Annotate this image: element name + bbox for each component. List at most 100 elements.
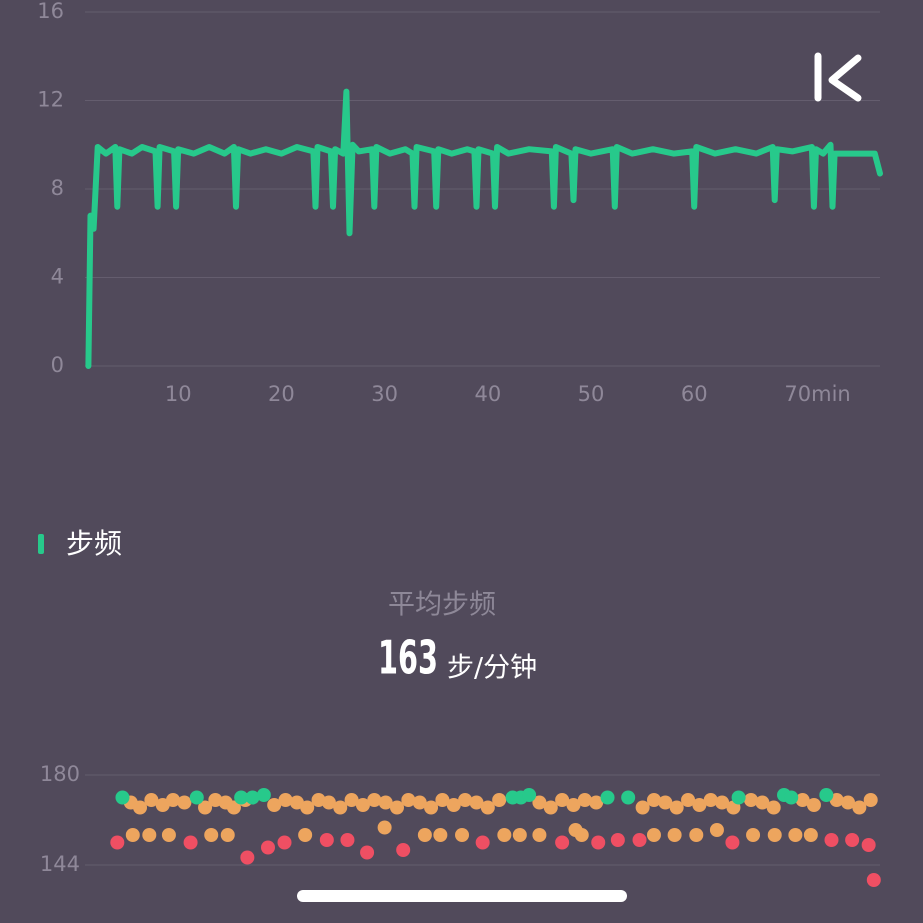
cadence-dot [795, 793, 810, 807]
cadence-dot [267, 798, 282, 812]
cadence-dot [412, 795, 427, 810]
cadence-dot [591, 835, 606, 850]
cadence-dot [852, 800, 867, 815]
cadence-dot [806, 798, 821, 812]
cadence-dot [863, 793, 878, 807]
cadence-dot [669, 800, 684, 815]
cadence-dot [125, 828, 140, 842]
cadence-dot [841, 795, 856, 810]
cadence-dot [204, 828, 219, 842]
cadence-dot [824, 833, 839, 847]
speed-line [85, 88, 883, 369]
cadence-dot [755, 795, 770, 810]
cadence-dot [646, 828, 661, 842]
cadence-dot [220, 828, 235, 842]
cadence-dot [161, 828, 176, 842]
cadence-dot [278, 793, 293, 807]
x-tick-label: 40 [474, 382, 501, 406]
cadence-dot [819, 788, 834, 802]
cadence-dot [861, 838, 876, 852]
cadence-dot [435, 793, 450, 807]
cadence-dot [632, 833, 647, 847]
cadence-dot [574, 828, 589, 842]
cadence-dot [692, 798, 707, 812]
cadence-dot [189, 790, 204, 805]
cadence-dot [245, 790, 260, 805]
cadence-dot [803, 828, 818, 842]
cadence-dot [766, 800, 781, 815]
cadence-dot [703, 793, 718, 807]
cadence-dot [635, 800, 650, 815]
cadence-dot [277, 835, 292, 850]
y-tick-label: 16 [37, 0, 64, 23]
cadence-dot [133, 800, 148, 815]
cadence-dot [256, 788, 271, 802]
cadence-dot [746, 828, 761, 842]
cadence-dot [417, 828, 432, 842]
cadence-dot [177, 795, 192, 810]
cadence-dot [681, 793, 696, 807]
cadence-dot [344, 793, 359, 807]
y-tick-label: 12 [37, 88, 64, 112]
cadence-dot [298, 828, 313, 842]
cadence-dot [658, 795, 673, 810]
cadence-dot [725, 835, 740, 850]
cadence-dot [321, 795, 336, 810]
cadence-dot [667, 828, 682, 842]
cadence-dot [260, 840, 275, 855]
cadence-dot [784, 790, 799, 805]
x-tick-label: 70min [784, 382, 850, 406]
stat-value: 163 [378, 631, 438, 685]
cadence-dot [240, 850, 255, 865]
y-tick-label: 0 [51, 353, 64, 377]
cadence-dot [115, 790, 130, 805]
cadence-dot [319, 833, 334, 847]
cadence-dot [340, 833, 355, 847]
home-indicator [297, 890, 627, 902]
cadence-dot [709, 823, 724, 837]
section-marker [38, 534, 44, 554]
cadence-dot [555, 835, 570, 850]
x-tick-label: 30 [371, 382, 398, 406]
cadence-dot [577, 793, 592, 807]
cadence-dot [866, 873, 881, 887]
cadence-dot [458, 793, 473, 807]
cadence-dot [715, 795, 730, 810]
cadence-dot [532, 795, 547, 810]
speed-chart: 0 4 8 12 16 10 20 30 40 50 60 70min [37, 0, 883, 406]
cadence-dot [226, 800, 241, 815]
cadence-dot [396, 843, 411, 857]
cadence-dot [378, 795, 393, 810]
y-tick-label: 4 [51, 265, 64, 289]
cadence-chart: 144 180 [40, 762, 881, 887]
cadence-dot [367, 793, 382, 807]
cadence-dot [469, 795, 484, 810]
cadence-dot [300, 800, 315, 815]
cadence-dot [401, 793, 416, 807]
cadence-dot [360, 845, 375, 860]
cadence-dot [767, 828, 782, 842]
stat-unit: 步/分钟 [447, 653, 537, 684]
cadence-dot [480, 800, 495, 815]
cadence-dot [543, 800, 558, 815]
y-tick-label: 180 [40, 762, 80, 786]
cadence-dot [743, 793, 758, 807]
cadence-dot [446, 798, 461, 812]
cadence-dot [845, 833, 860, 847]
cadence-dot [600, 790, 615, 805]
cadence-dot [689, 828, 704, 842]
cadence-dot [731, 790, 746, 805]
cadence-dot [424, 800, 439, 815]
x-tick-label: 20 [268, 382, 295, 406]
cadence-dot [142, 828, 157, 842]
cadence-dot [110, 835, 125, 850]
cadence-dot [566, 798, 581, 812]
cadence-dot [589, 795, 604, 810]
cadence-dot [333, 800, 348, 815]
cadence-dot [621, 790, 636, 805]
cadence-dot [166, 793, 181, 807]
cadence-dot [555, 793, 570, 807]
stat-label: 平均步频 [388, 590, 496, 621]
x-tick-label: 10 [165, 382, 192, 406]
